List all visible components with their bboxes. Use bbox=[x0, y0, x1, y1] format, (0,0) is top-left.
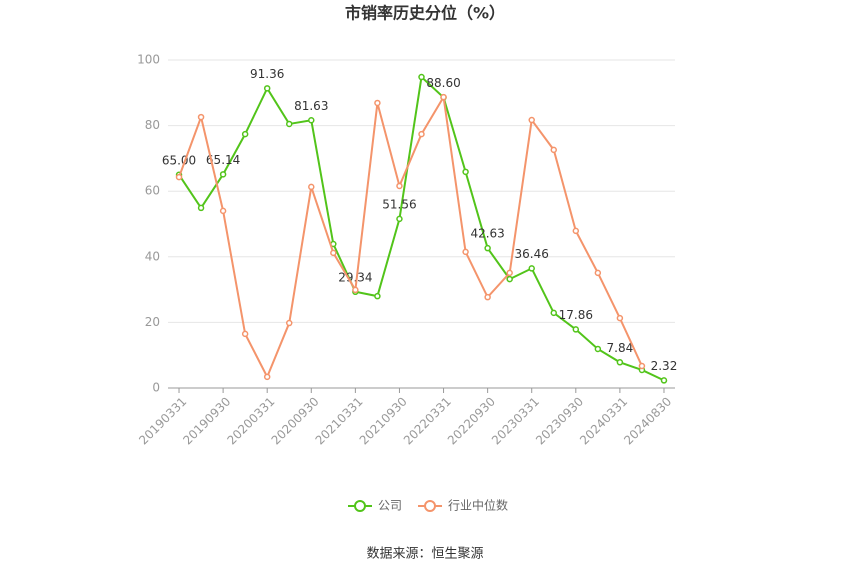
point bbox=[330, 249, 337, 257]
legend-marker bbox=[424, 500, 437, 512]
point bbox=[594, 269, 602, 277]
point bbox=[572, 326, 580, 333]
data-label: 42.63 bbox=[470, 227, 504, 241]
chart-title: 市销率历史分位（%） bbox=[345, 4, 505, 23]
legend-label: 行业中位数 bbox=[448, 498, 508, 513]
point bbox=[462, 168, 469, 176]
point bbox=[638, 362, 646, 370]
data-label: 2.32 bbox=[651, 359, 678, 373]
data-label: 91.36 bbox=[250, 67, 284, 81]
point bbox=[550, 309, 558, 317]
point bbox=[506, 275, 513, 283]
series-line bbox=[178, 75, 665, 382]
point bbox=[484, 244, 491, 252]
point bbox=[506, 269, 513, 277]
point bbox=[572, 227, 580, 235]
point bbox=[241, 330, 249, 338]
point bbox=[352, 286, 359, 294]
legend-label: 公司 bbox=[378, 499, 402, 513]
y-tick-label: 40 bbox=[145, 249, 160, 263]
point bbox=[263, 85, 271, 92]
y-tick-label: 100 bbox=[137, 53, 160, 67]
point bbox=[594, 345, 602, 353]
point bbox=[197, 204, 205, 212]
point bbox=[616, 359, 624, 366]
point bbox=[660, 377, 668, 384]
point bbox=[528, 265, 535, 272]
data-label: 88.60 bbox=[426, 76, 460, 90]
point bbox=[285, 120, 293, 128]
legend-marker bbox=[354, 500, 366, 512]
point bbox=[550, 146, 558, 154]
point bbox=[219, 171, 227, 178]
point bbox=[285, 319, 293, 327]
point bbox=[263, 373, 271, 381]
point bbox=[308, 117, 315, 124]
point bbox=[241, 130, 249, 138]
data-label: 65.14 bbox=[206, 153, 240, 167]
y-tick-label: 80 bbox=[145, 118, 160, 132]
point bbox=[440, 93, 447, 101]
y-tick-label: 0 bbox=[152, 381, 160, 395]
point bbox=[418, 130, 425, 138]
data-label: 17.86 bbox=[559, 308, 593, 322]
point bbox=[396, 215, 403, 223]
point bbox=[396, 182, 403, 190]
y-tick-label: 60 bbox=[145, 184, 160, 198]
point bbox=[175, 173, 183, 181]
point bbox=[418, 73, 425, 81]
data-label: 36.46 bbox=[515, 247, 549, 261]
y-tick-label: 20 bbox=[145, 315, 160, 329]
x-tick-label: 20240830 bbox=[621, 394, 674, 447]
point bbox=[308, 183, 315, 191]
point bbox=[616, 314, 624, 322]
point bbox=[484, 293, 491, 301]
data-label: 51.56 bbox=[382, 197, 416, 211]
data-label: 65.00 bbox=[162, 153, 196, 167]
point bbox=[462, 248, 469, 256]
point bbox=[197, 113, 205, 121]
source: 数据来源：恒生聚源 bbox=[366, 547, 483, 562]
point bbox=[219, 207, 227, 215]
point bbox=[374, 99, 381, 107]
data-label: 81.63 bbox=[294, 99, 328, 113]
series-line bbox=[178, 94, 643, 380]
point bbox=[374, 292, 381, 300]
point bbox=[528, 116, 535, 124]
data-label: 7.84 bbox=[607, 341, 634, 355]
